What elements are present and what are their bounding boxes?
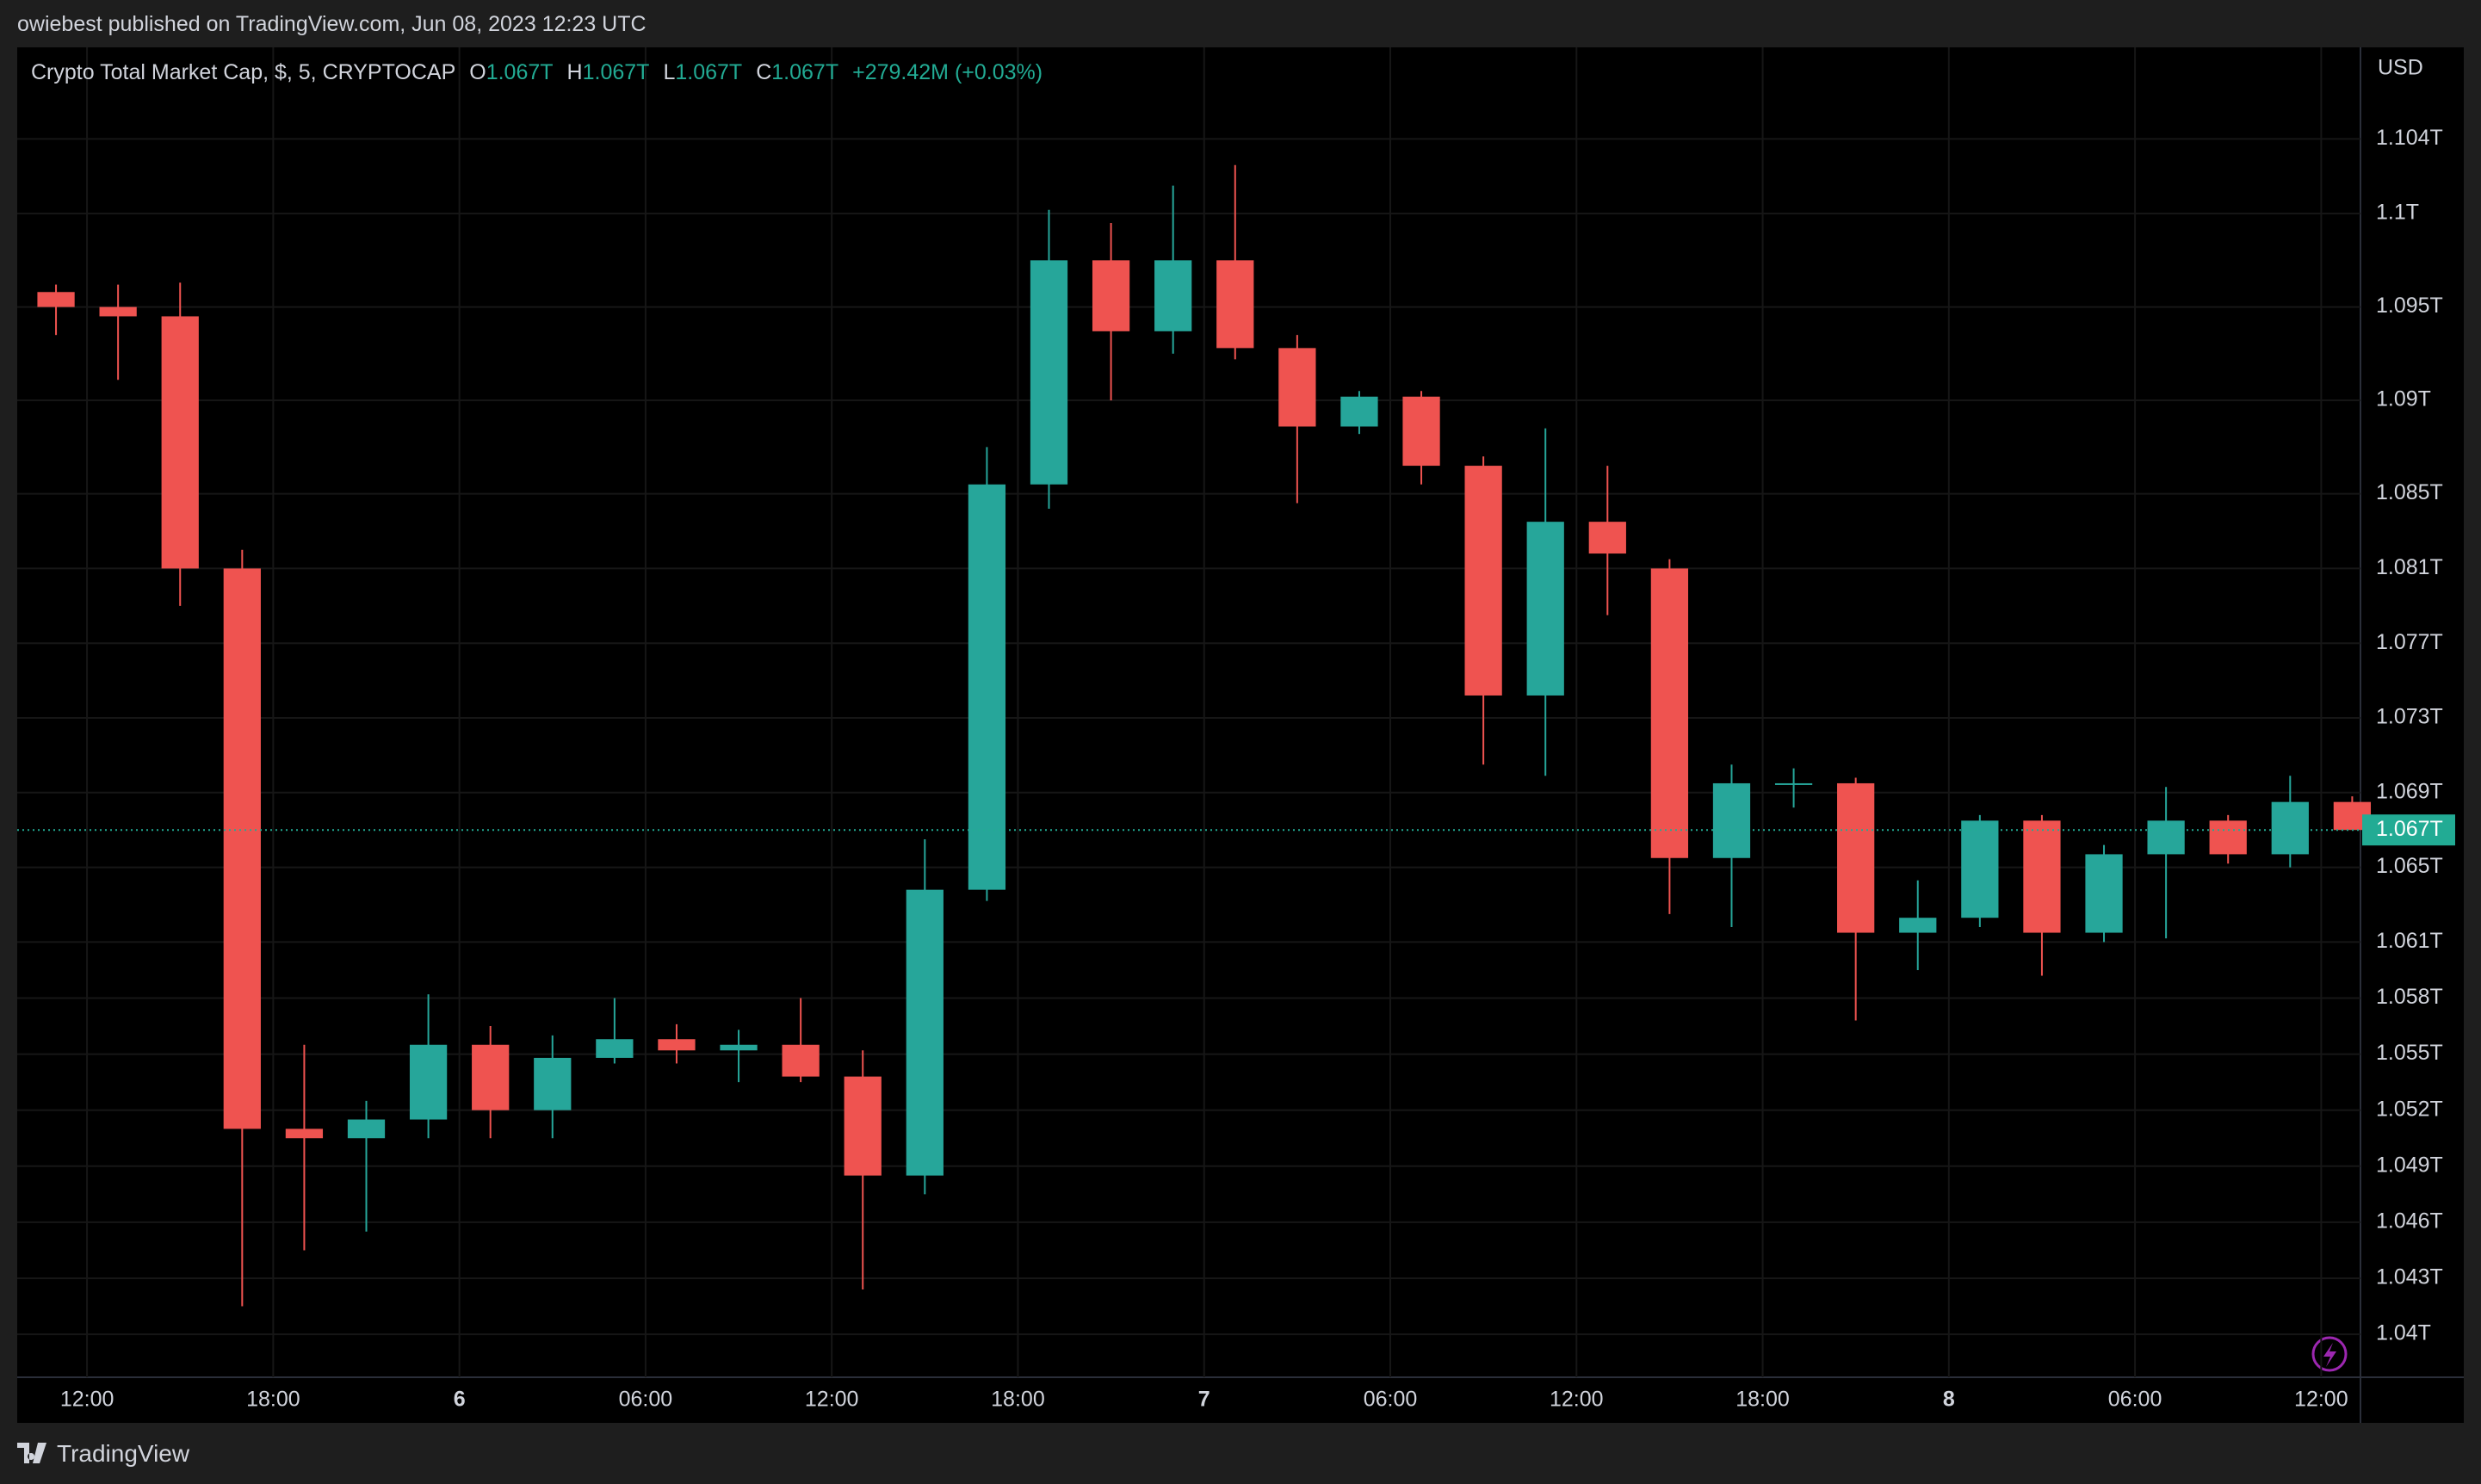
y-tick-label: 1.069T xyxy=(2376,779,2443,803)
y-tick-label: 1.085T xyxy=(2376,480,2443,504)
price-change: +279.42M (+0.03%) xyxy=(852,60,1043,84)
y-tick-label: 1.061T xyxy=(2376,929,2443,953)
candle-body xyxy=(223,568,261,1129)
candle-body xyxy=(37,292,75,307)
candle-body xyxy=(1588,522,1626,554)
candle-body xyxy=(1650,568,1689,858)
candle-body xyxy=(1899,918,1937,933)
candle-body xyxy=(968,484,1006,890)
ohlc-value: 1.067T xyxy=(771,60,839,84)
y-tick-label: 1.077T xyxy=(2376,630,2443,654)
footer-brand: TradingView xyxy=(57,1440,190,1467)
candle-body xyxy=(2271,801,2309,855)
x-tick-label: 18:00 xyxy=(1735,1388,1790,1412)
candle-body xyxy=(2147,820,2185,855)
ohlc-value: 1.067T xyxy=(582,60,650,84)
candle-body xyxy=(347,1119,386,1139)
candle-body xyxy=(99,306,137,317)
published-note: owiebest published on TradingView.com, J… xyxy=(17,12,647,36)
y-tick-label: 1.058T xyxy=(2376,985,2443,1009)
candle-body xyxy=(844,1076,882,1176)
x-tick-label: 12:00 xyxy=(60,1388,114,1412)
grid xyxy=(17,47,2360,1377)
tradingview-logo xyxy=(17,1443,46,1463)
x-tick-label: 06:00 xyxy=(2108,1388,2162,1412)
ohlc-key: C xyxy=(756,60,772,84)
candle-body xyxy=(1340,396,1378,427)
candle-body xyxy=(906,889,944,1176)
candle-body xyxy=(1216,260,1254,349)
y-tick-label: 1.055T xyxy=(2376,1041,2443,1065)
candle-body xyxy=(285,1128,324,1139)
ohlc-value: 1.067T xyxy=(675,60,743,84)
candle-body xyxy=(720,1044,758,1051)
candle-body xyxy=(1774,782,1813,785)
ohlc-key: O xyxy=(469,60,486,84)
candle-body xyxy=(2085,854,2123,933)
y-tick-label: 1.04T xyxy=(2376,1321,2431,1345)
candle-body xyxy=(1837,782,1875,933)
candle-body xyxy=(472,1044,510,1110)
candle-body xyxy=(1278,348,1316,427)
candle-body xyxy=(1402,396,1440,467)
candle-body xyxy=(534,1057,572,1110)
symbol-title: Crypto Total Market Cap, $, 5, CRYPTOCAP xyxy=(31,60,456,84)
x-tick-label: 6 xyxy=(454,1388,466,1412)
candle-body xyxy=(409,1044,448,1120)
candle-body xyxy=(161,316,199,569)
price-label-box xyxy=(2362,814,2455,846)
x-tick-label: 18:00 xyxy=(991,1388,1045,1412)
x-tick-label: 12:00 xyxy=(2294,1388,2348,1412)
y-tick-label: 1.1T xyxy=(2376,201,2419,225)
y-tick-label: 1.052T xyxy=(2376,1097,2443,1121)
ohlc-key: H xyxy=(566,60,583,84)
candle-body xyxy=(1092,260,1130,331)
y-tick-label: 1.043T xyxy=(2376,1265,2443,1289)
y-tick-label: 1.073T xyxy=(2376,705,2443,729)
ohlc-value: 1.067T xyxy=(486,60,554,84)
y-tick-label: 1.065T xyxy=(2376,854,2443,878)
candle-body xyxy=(2023,820,2061,933)
price-label: 1.067T xyxy=(2376,817,2443,841)
candle-body xyxy=(596,1039,634,1058)
candle-body xyxy=(1464,466,1502,696)
y-tick-label: 1.09T xyxy=(2376,387,2431,411)
x-tick-label: 12:00 xyxy=(805,1388,859,1412)
flash-icon[interactable] xyxy=(2311,1336,2348,1372)
candle-body xyxy=(1712,782,1751,858)
candle-body xyxy=(1526,522,1564,696)
y-tick-label: 1.046T xyxy=(2376,1209,2443,1234)
x-tick-label: 06:00 xyxy=(619,1388,673,1412)
candle-body xyxy=(2209,820,2247,855)
price-axis-background xyxy=(2360,47,2464,1423)
x-tick-label: 06:00 xyxy=(1364,1388,1418,1412)
candle-body xyxy=(1154,260,1192,331)
x-tick-label: 8 xyxy=(1943,1388,1955,1412)
y-tick-label: 1.104T xyxy=(2376,126,2443,150)
y-tick-label: 1.049T xyxy=(2376,1153,2443,1177)
candle-body xyxy=(1030,260,1068,485)
candle-body xyxy=(782,1044,820,1077)
plot-background xyxy=(17,47,2360,1423)
ohlc-key: L xyxy=(663,60,676,84)
x-tick-label: 18:00 xyxy=(246,1388,300,1412)
y-tick-label: 1.081T xyxy=(2376,555,2443,579)
x-tick-label: 7 xyxy=(1198,1388,1210,1412)
candle-body xyxy=(658,1039,696,1051)
y-tick-label: 1.095T xyxy=(2376,294,2443,318)
candle-body xyxy=(1961,820,1999,918)
x-tick-label: 12:00 xyxy=(1550,1388,1604,1412)
currency-label: USD xyxy=(2378,56,2423,80)
legend: Crypto Total Market Cap, $, 5, CRYPTOCAP… xyxy=(31,60,1043,85)
